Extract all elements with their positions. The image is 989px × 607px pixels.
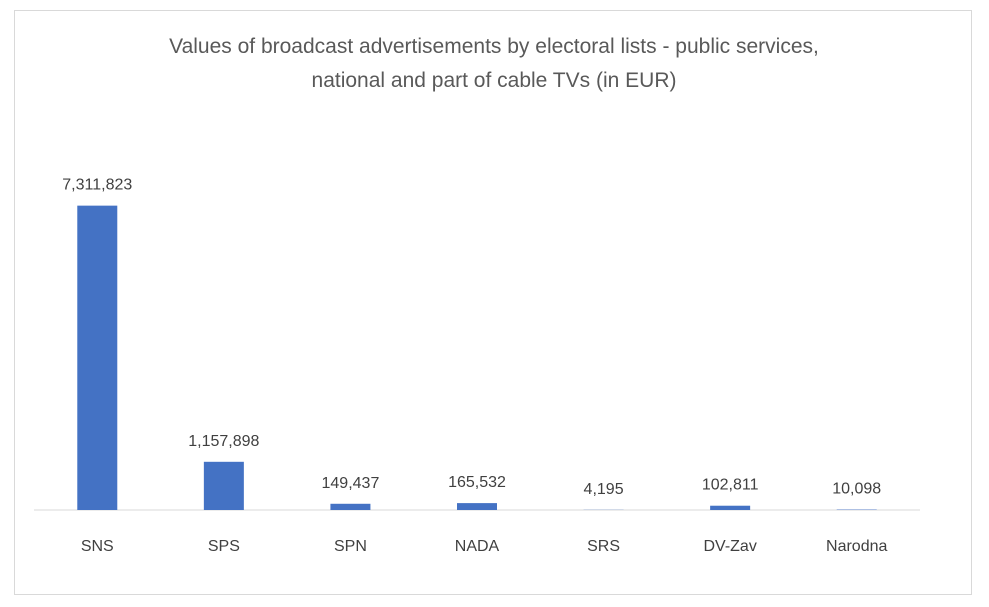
- data-label: 149,437: [322, 475, 380, 492]
- data-label: 7,311,823: [62, 177, 132, 194]
- data-label: 4,195: [584, 481, 624, 498]
- bar: [203, 461, 244, 510]
- data-label: 10,098: [832, 481, 881, 498]
- data-label: 1,157,898: [188, 433, 259, 450]
- data-label: 102,811: [702, 477, 759, 494]
- x-tick-label: SPN: [334, 538, 367, 555]
- bar: [77, 205, 118, 510]
- x-tick-label: SNS: [81, 538, 114, 555]
- x-tick-label: SRS: [587, 538, 620, 555]
- x-tick-label: NADA: [455, 538, 500, 555]
- x-tick-label: Narodna: [826, 538, 887, 555]
- bar: [330, 503, 371, 510]
- bar: [710, 505, 751, 510]
- chart-frame: [14, 10, 972, 595]
- chart-title: Values of broadcast advertisements by el…: [169, 35, 819, 92]
- x-tick-label: DV-Zav: [703, 538, 756, 555]
- x-tick-label: SPS: [208, 538, 240, 555]
- data-label: 165,532: [448, 474, 506, 491]
- bar: [457, 503, 497, 510]
